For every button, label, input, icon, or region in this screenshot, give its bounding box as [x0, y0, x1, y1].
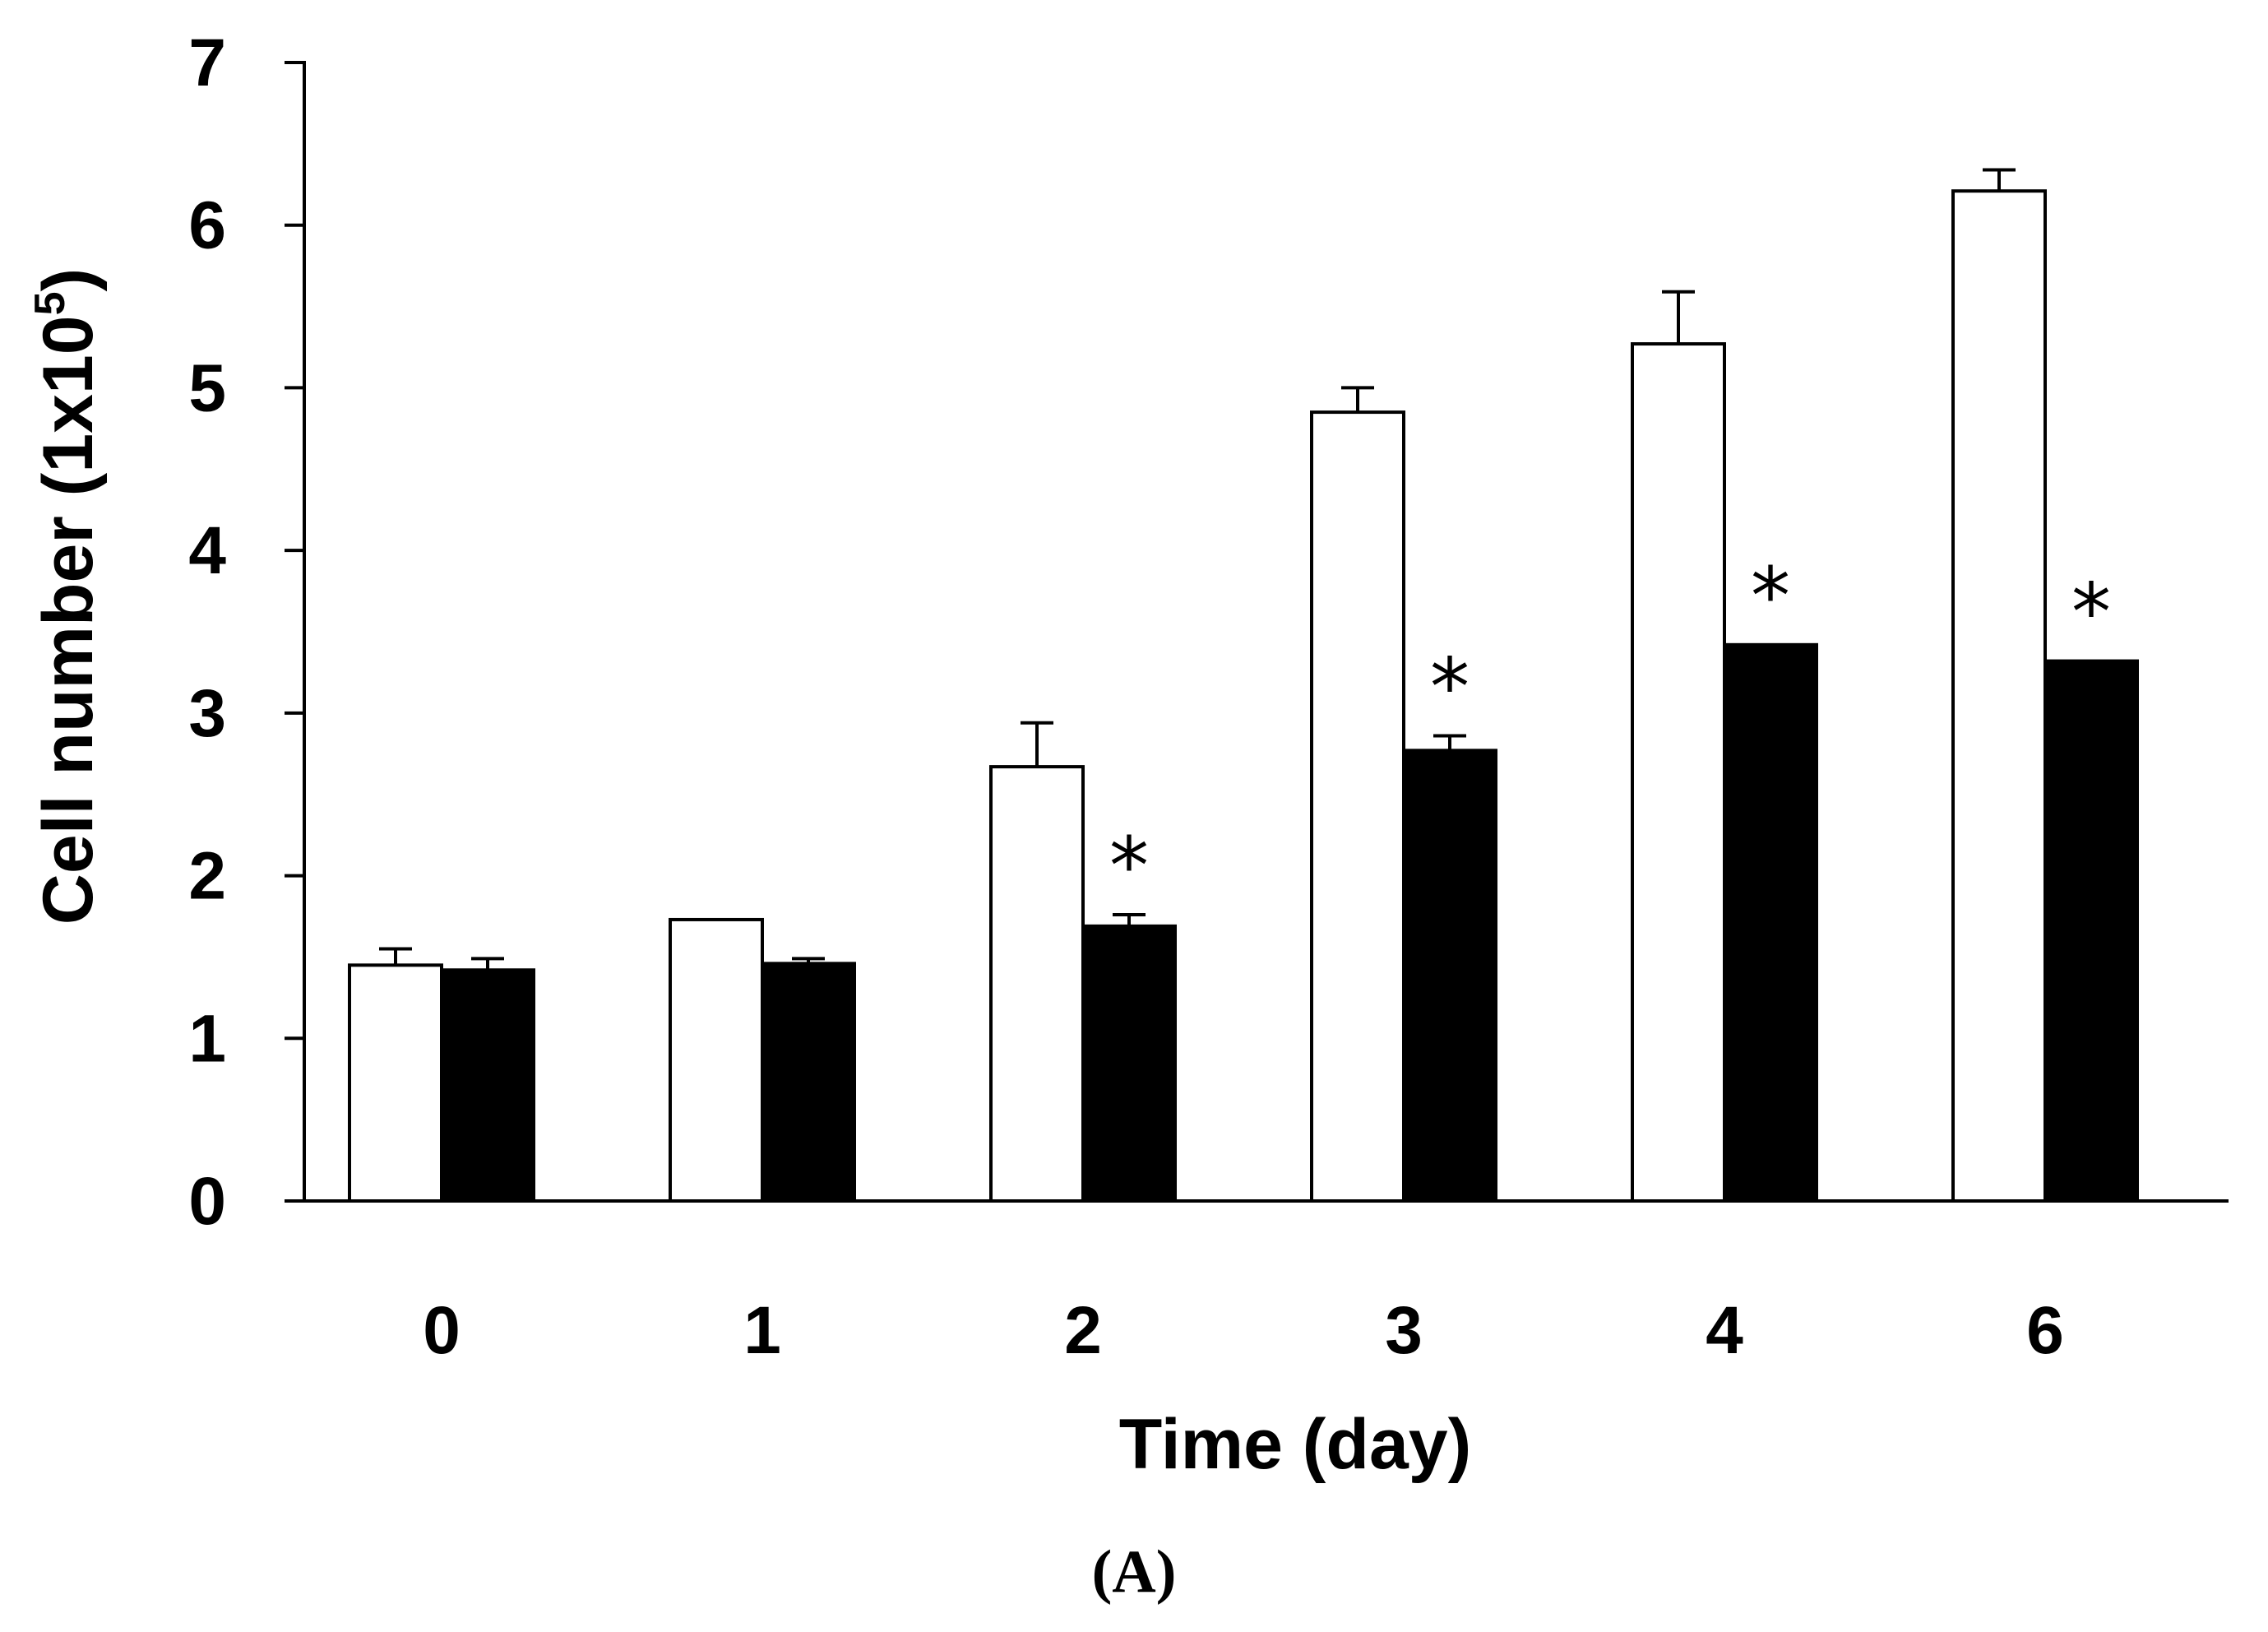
x-tick-label: 4: [1706, 1293, 1743, 1368]
significance-markers: * * * *: [1109, 550, 2111, 912]
x-tick-label: 2: [1064, 1293, 1102, 1368]
bar-treated: [1081, 924, 1177, 1203]
y-tick-label: 5: [188, 350, 226, 425]
y-tick-label: 3: [188, 676, 226, 751]
y-tick-label: 7: [188, 26, 226, 100]
bar-control: [1631, 342, 1726, 1203]
y-axis-ticks: 0 1 2 3 4 5 6 7: [188, 26, 304, 1239]
significance-star: *: [1751, 550, 1790, 642]
significance-star: *: [2071, 567, 2111, 659]
x-tick-label: 3: [1385, 1293, 1423, 1368]
y-tick-label: 2: [188, 839, 226, 914]
y-axis-title-superscript: 5: [26, 291, 74, 315]
x-tick-label: 1: [743, 1293, 781, 1368]
y-axis-title-main: Cell number (1x10: [29, 315, 108, 925]
x-axis-title: Time (day): [1119, 1405, 1472, 1484]
bar-control: [1951, 189, 2047, 1203]
panel-label: (A): [1092, 1538, 1177, 1606]
bar-treated: [1723, 642, 1818, 1203]
y-tick-label: 0: [188, 1164, 226, 1239]
y-tick-label: 4: [188, 513, 226, 588]
bar-treated: [761, 962, 856, 1203]
bar-control: [1310, 410, 1405, 1203]
y-axis-title-close: ): [29, 268, 108, 292]
y-tick-label: 1: [188, 1001, 226, 1076]
bars: [348, 189, 2139, 1203]
significance-star: *: [1109, 820, 1149, 912]
significance-star: *: [1430, 642, 1470, 734]
x-axis-ticks: 0 1 2 3 4 6: [423, 1293, 2064, 1368]
bar-control: [989, 765, 1085, 1203]
y-axis-title: Cell number (1x105): [26, 268, 108, 925]
x-tick-label: 6: [2026, 1293, 2064, 1368]
error-bars: [379, 168, 2016, 971]
bar-control: [669, 917, 764, 1203]
bar-treated: [1402, 749, 1497, 1203]
y-tick-label: 6: [188, 188, 226, 263]
bar-control: [348, 963, 443, 1203]
x-tick-label: 0: [423, 1293, 461, 1368]
bar-treated: [2044, 659, 2139, 1203]
bar-treated: [440, 968, 535, 1203]
